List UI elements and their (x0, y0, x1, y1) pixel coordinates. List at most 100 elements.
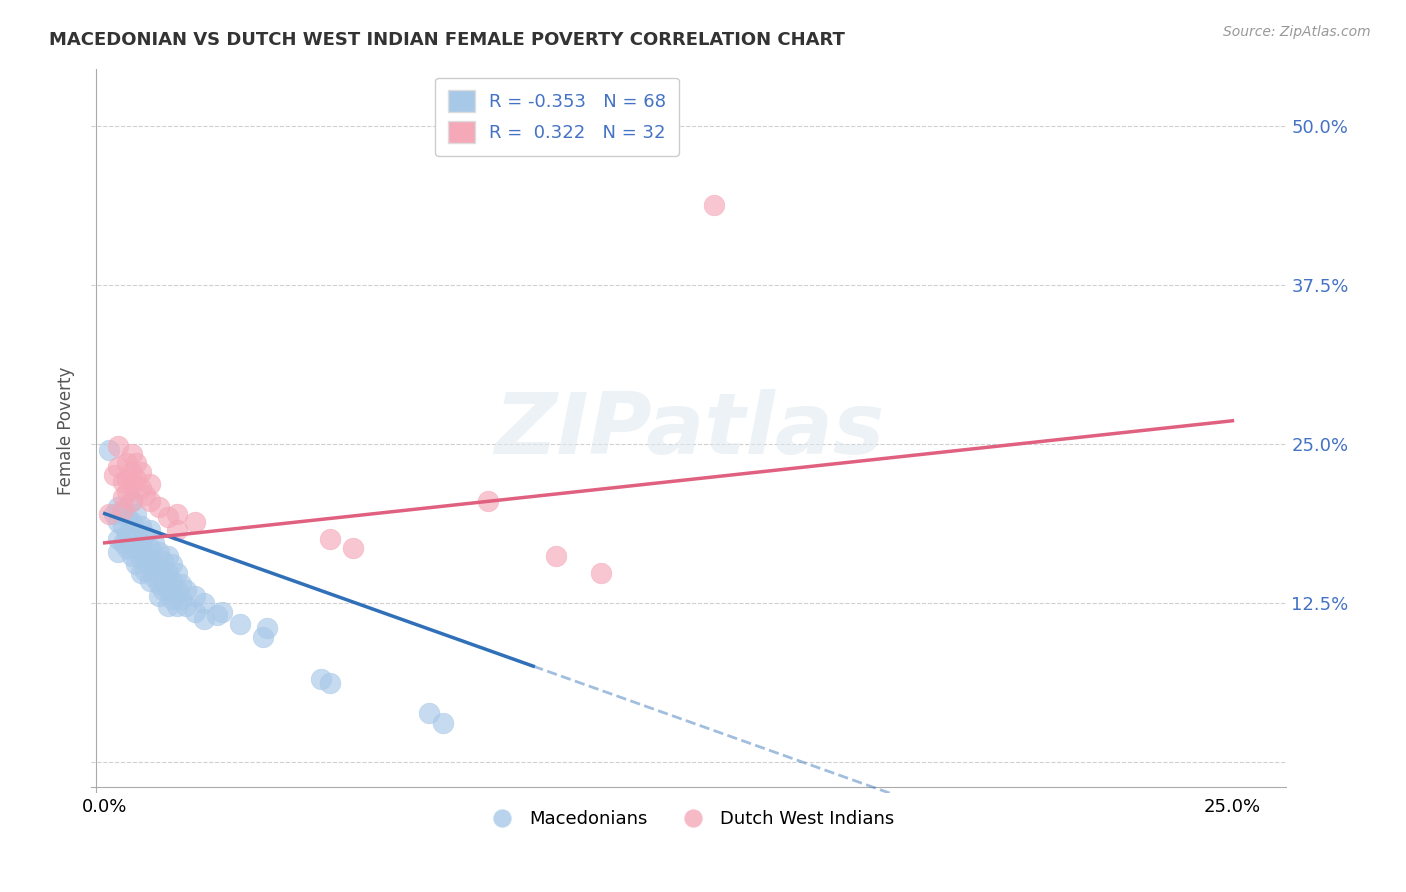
Point (544, 549, 567, 563)
Text: MACEDONIAN VS DUTCH WEST INDIAN FEMALE POVERTY CORRELATION CHART: MACEDONIAN VS DUTCH WEST INDIAN FEMALE P… (49, 31, 845, 49)
Point (111, 536, 134, 550)
Point (111, 502, 134, 516)
Point (121, 447, 143, 461)
Point (170, 576, 193, 591)
Point (125, 541, 148, 555)
Point (125, 456, 148, 470)
Point (115, 456, 138, 470)
Point (103, 468, 125, 483)
Point (107, 459, 129, 474)
Point (98, 507, 121, 521)
Point (170, 591, 193, 606)
Point (115, 485, 138, 500)
Point (115, 510, 138, 524)
Point (143, 554, 166, 568)
Text: Source: ZipAtlas.com: Source: ZipAtlas.com (1223, 25, 1371, 39)
Point (139, 558, 162, 572)
Point (156, 582, 179, 597)
Point (143, 536, 166, 550)
Point (184, 516, 207, 530)
Y-axis label: Female Poverty: Female Poverty (58, 367, 75, 495)
Point (125, 472, 148, 486)
Point (115, 472, 138, 486)
Point (207, 608, 229, 623)
Point (156, 566, 179, 581)
Point (107, 545, 129, 559)
Point (156, 510, 179, 524)
Point (111, 519, 134, 533)
Point (111, 490, 134, 504)
Point (319, 532, 342, 546)
Point (184, 605, 207, 619)
Point (125, 558, 148, 572)
Point (166, 582, 188, 597)
Point (319, 675, 342, 690)
Point (139, 574, 162, 588)
Point (134, 487, 156, 501)
Point (589, 566, 612, 581)
Point (139, 494, 162, 508)
Point (309, 672, 332, 686)
Point (148, 576, 170, 591)
Legend: Macedonians, Dutch West Indians: Macedonians, Dutch West Indians (477, 803, 901, 835)
Point (148, 561, 170, 575)
Point (115, 528, 138, 542)
Point (152, 570, 174, 584)
Point (125, 525, 148, 540)
Point (134, 528, 156, 542)
Point (229, 617, 252, 632)
Point (134, 564, 156, 578)
Point (121, 516, 143, 530)
Point (148, 589, 170, 603)
Point (184, 589, 207, 603)
Point (121, 465, 143, 479)
Point (152, 554, 174, 568)
Point (162, 574, 184, 588)
Point (174, 599, 197, 614)
Point (156, 549, 179, 563)
Point (107, 516, 129, 530)
Point (139, 477, 162, 491)
Point (111, 475, 134, 489)
Point (129, 566, 152, 581)
Point (129, 551, 152, 566)
Point (129, 465, 152, 479)
Point (129, 536, 152, 550)
Point (121, 549, 143, 563)
Point (139, 523, 162, 537)
Point (107, 500, 129, 515)
Point (174, 582, 197, 597)
Point (121, 532, 143, 546)
Point (134, 549, 156, 563)
Point (98, 442, 121, 457)
Point (432, 716, 454, 731)
Point (156, 599, 179, 614)
Point (703, 197, 725, 211)
Point (107, 532, 129, 546)
Point (121, 494, 143, 508)
Point (115, 541, 138, 555)
Point (166, 566, 188, 581)
Point (103, 507, 125, 521)
Point (121, 494, 143, 508)
Point (193, 612, 215, 626)
Point (342, 541, 364, 555)
Point (252, 630, 274, 644)
Point (121, 477, 143, 491)
Point (129, 519, 152, 533)
Point (162, 558, 184, 572)
Point (125, 507, 148, 521)
Point (143, 570, 166, 584)
Point (139, 541, 162, 555)
Point (477, 494, 499, 508)
Point (148, 545, 170, 559)
Point (211, 605, 233, 619)
Point (418, 706, 440, 721)
Point (162, 591, 184, 606)
Point (193, 596, 215, 610)
Point (111, 502, 134, 516)
Point (256, 621, 278, 635)
Point (148, 500, 170, 515)
Point (129, 481, 152, 495)
Point (107, 439, 129, 453)
